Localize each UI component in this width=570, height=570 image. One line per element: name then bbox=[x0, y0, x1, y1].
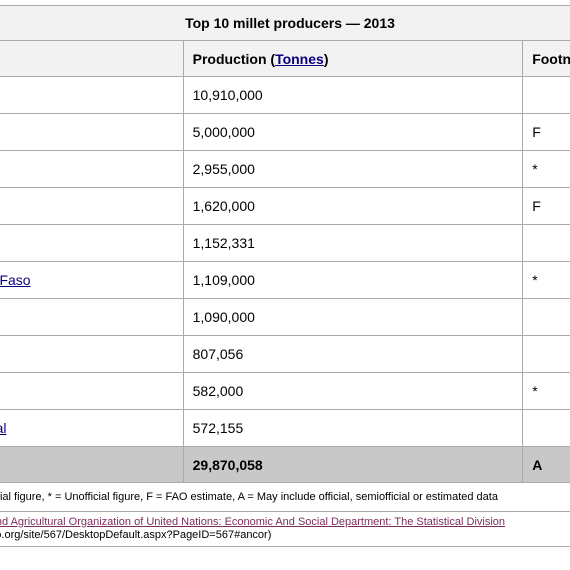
header-production-suffix: ) bbox=[323, 50, 329, 67]
table-title-row: Top 10 millet producers — 2013 bbox=[0, 5, 570, 41]
millet-producers-table: Top 10 millet producers — 2013 Productio… bbox=[0, 5, 570, 547]
production-cell: 572,155 bbox=[182, 409, 524, 447]
country-cell: a bbox=[0, 187, 184, 225]
country-link[interactable]: egal bbox=[0, 420, 7, 436]
footnote-cell: * bbox=[522, 150, 570, 188]
footnote-cell bbox=[522, 224, 570, 262]
table-row: ria 5,000,000 F bbox=[0, 113, 570, 151]
production-cell: 2,955,000 bbox=[182, 150, 524, 188]
tonnes-link[interactable]: Tonnes bbox=[275, 50, 324, 67]
table-row: 1,152,331 bbox=[0, 224, 570, 262]
table-title: Top 10 millet producers — 2013 bbox=[0, 5, 570, 41]
production-cell: 807,056 bbox=[182, 335, 524, 373]
footnote-cell bbox=[522, 335, 570, 373]
table-row: na Faso 1,109,000 * bbox=[0, 261, 570, 299]
table-header-row: Production (Tonnes) Footnote bbox=[0, 40, 570, 77]
country-cell: egal bbox=[0, 409, 184, 447]
country-cell bbox=[0, 224, 184, 262]
table-row: an 1,090,000 bbox=[0, 298, 570, 336]
footnote-cell bbox=[522, 298, 570, 336]
footnote-cell: * bbox=[522, 372, 570, 410]
country-cell: pia bbox=[0, 335, 184, 373]
header-production-prefix: Production ( bbox=[192, 50, 276, 67]
footnote-cell bbox=[522, 409, 570, 447]
production-cell: 1,109,000 bbox=[182, 261, 524, 299]
production-cell: 5,000,000 bbox=[182, 113, 524, 151]
source-url: t.fao.org/site/567/DesktopDefault.aspx?P… bbox=[0, 529, 272, 541]
total-footnote-cell: A bbox=[522, 446, 570, 483]
production-cell: 10,910,000 bbox=[182, 76, 524, 114]
country-cell: na Faso bbox=[0, 261, 184, 299]
header-country bbox=[0, 40, 184, 77]
header-production: Production (Tonnes) bbox=[182, 40, 524, 77]
footnote-cell bbox=[522, 76, 570, 114]
production-cell: 582,000 bbox=[182, 372, 524, 410]
table-row: pia 807,056 bbox=[0, 335, 570, 373]
country-cell bbox=[0, 150, 184, 188]
total-label-cell bbox=[0, 446, 184, 483]
table-row: a 1,620,000 F bbox=[0, 187, 570, 225]
source-cell: d And Agricultural Organization of Unite… bbox=[0, 511, 570, 547]
footnote-cell: F bbox=[522, 187, 570, 225]
footnote-cell: * bbox=[522, 261, 570, 299]
country-cell: an bbox=[0, 298, 184, 336]
country-cell bbox=[0, 76, 184, 114]
production-cell: 1,090,000 bbox=[182, 298, 524, 336]
country-link[interactable]: na Faso bbox=[0, 272, 31, 288]
production-cell: 1,152,331 bbox=[182, 224, 524, 262]
table-row: 10,910,000 bbox=[0, 76, 570, 114]
table-row: 2,955,000 * bbox=[0, 150, 570, 188]
footnote-cell: F bbox=[522, 113, 570, 151]
header-footnote: Footnote bbox=[522, 40, 570, 77]
production-cell: 1,620,000 bbox=[182, 187, 524, 225]
table-row: egal 572,155 bbox=[0, 409, 570, 447]
country-cell: ria bbox=[0, 113, 184, 151]
source-row: d And Agricultural Organization of Unite… bbox=[0, 511, 570, 547]
source-link[interactable]: d And Agricultural Organization of Unite… bbox=[0, 516, 506, 528]
country-cell: l bbox=[0, 372, 184, 410]
footnote-legend: official figure, * = Unofficial figure, … bbox=[0, 482, 570, 512]
footnote-legend-row: official figure, * = Unofficial figure, … bbox=[0, 482, 570, 512]
total-production-cell: 29,870,058 bbox=[182, 446, 524, 483]
total-row: 29,870,058 A bbox=[0, 446, 570, 483]
table-row: l 582,000 * bbox=[0, 372, 570, 410]
